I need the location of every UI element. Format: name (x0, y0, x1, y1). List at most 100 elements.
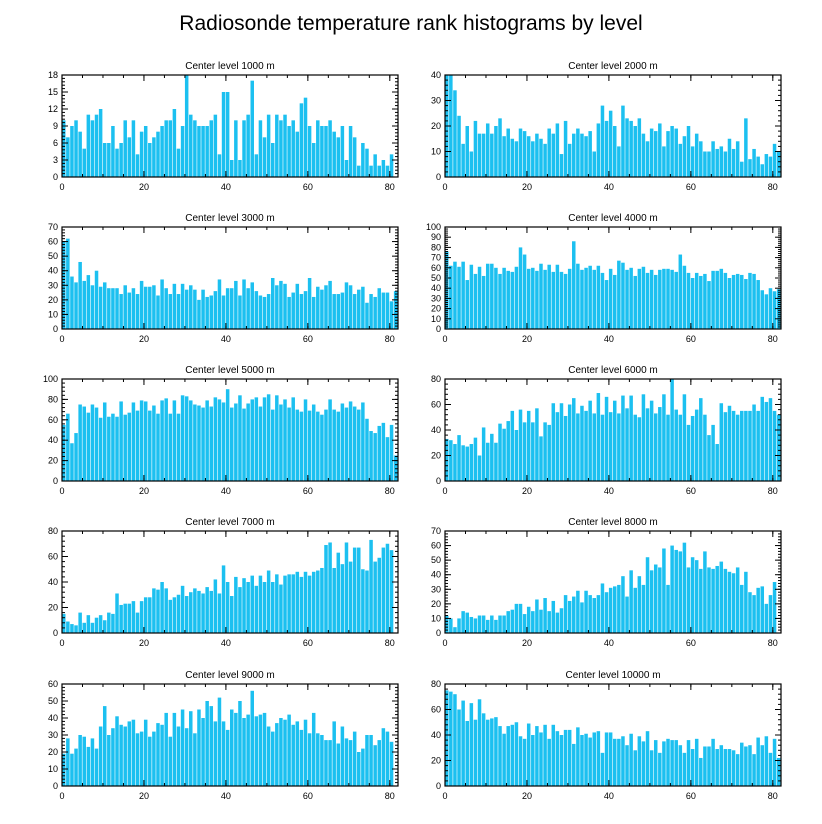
bar (518, 409, 523, 481)
bar (385, 165, 390, 177)
bar (184, 75, 189, 177)
x-tick-label: 80 (768, 791, 778, 801)
bar (303, 719, 308, 786)
bar (213, 579, 218, 633)
bar (600, 414, 605, 481)
bar (180, 585, 185, 633)
bar (768, 752, 773, 786)
bar (707, 567, 711, 633)
bar (526, 410, 531, 482)
bar (772, 143, 777, 177)
bar (94, 617, 99, 633)
y-tick-label: 10 (48, 309, 58, 319)
bar (385, 292, 390, 329)
bar (115, 148, 119, 177)
bar (481, 133, 486, 177)
bar (90, 285, 95, 329)
bar (344, 407, 349, 481)
bar (572, 133, 576, 177)
bar (699, 141, 703, 177)
bar (201, 407, 205, 481)
bar (98, 109, 103, 177)
bar (485, 442, 490, 481)
y-tick-label: 60 (48, 237, 58, 247)
bar (514, 266, 519, 329)
bar (336, 743, 341, 786)
bar (690, 415, 695, 481)
bar (490, 615, 494, 633)
bar (242, 718, 246, 786)
bar (735, 754, 740, 787)
bar (465, 280, 469, 329)
bar (580, 405, 584, 481)
y-tick-label: 40 (431, 425, 441, 435)
bar (744, 410, 748, 482)
bar (209, 120, 214, 177)
bar (682, 394, 687, 481)
bar (209, 706, 214, 786)
y-tick-label: 10 (431, 147, 441, 157)
bar (201, 593, 205, 633)
bar (164, 588, 168, 634)
bar (686, 740, 691, 786)
bar (547, 264, 551, 329)
bar (107, 612, 111, 633)
bar (250, 575, 254, 634)
bar (217, 697, 222, 786)
bar (711, 270, 715, 329)
bar (316, 570, 320, 633)
y-tick-label: 20 (431, 451, 441, 461)
bar (98, 615, 103, 633)
bar (621, 395, 625, 481)
bar (772, 738, 777, 786)
bar (613, 738, 617, 786)
bar (600, 272, 605, 329)
bar (694, 738, 699, 786)
bar (740, 274, 744, 329)
bar (526, 723, 531, 786)
bar (357, 547, 361, 633)
y-tick-label: 40 (431, 570, 441, 580)
y-tick-label: 0 (53, 781, 58, 791)
y-tick-label: 10 (48, 764, 58, 774)
bar (653, 740, 658, 786)
y-tick-label: 20 (431, 599, 441, 609)
bar (707, 746, 711, 786)
bar (526, 268, 531, 329)
bar (637, 736, 642, 786)
bar (70, 276, 74, 329)
bar (473, 437, 478, 481)
bar (393, 291, 398, 329)
bar (70, 624, 74, 633)
bar (563, 415, 568, 481)
bar (361, 748, 365, 786)
bar (324, 740, 328, 786)
y-tick-label: 40 (431, 283, 441, 293)
bar (617, 584, 621, 633)
bar (180, 395, 185, 481)
bar (209, 295, 214, 329)
bar (283, 283, 287, 329)
bar (752, 404, 756, 481)
y-tick-label: 60 (431, 541, 441, 551)
bar (666, 268, 670, 329)
bar (592, 151, 597, 177)
bar (307, 733, 312, 786)
bar (547, 738, 551, 786)
bar (563, 729, 568, 786)
bar (295, 721, 300, 786)
bar (490, 718, 494, 786)
bar (283, 575, 287, 634)
bar (352, 406, 357, 481)
bar (645, 272, 650, 329)
x-tick-label: 20 (522, 334, 532, 344)
y-tick-label: 80 (48, 526, 58, 536)
bar (690, 146, 695, 177)
x-tick-label: 60 (303, 486, 313, 496)
bar (543, 724, 547, 786)
bar (217, 154, 222, 177)
bar (291, 292, 295, 329)
bar (230, 407, 234, 481)
y-tick-label: 0 (436, 781, 441, 791)
bar (510, 410, 515, 482)
